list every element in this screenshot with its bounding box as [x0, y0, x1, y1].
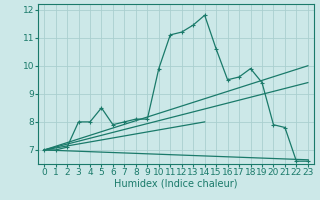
X-axis label: Humidex (Indice chaleur): Humidex (Indice chaleur): [114, 179, 238, 189]
